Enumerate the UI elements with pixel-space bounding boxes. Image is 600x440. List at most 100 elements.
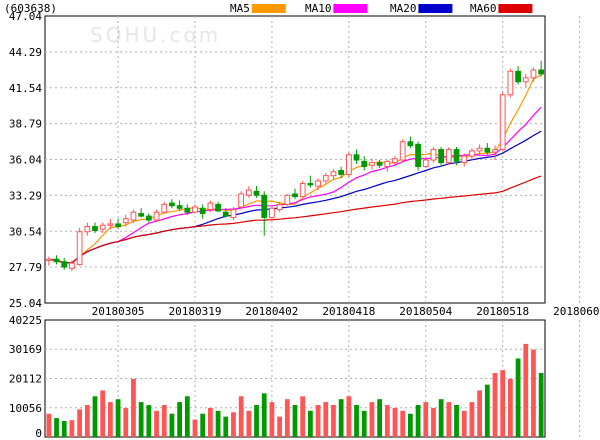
volume-bar xyxy=(92,396,98,437)
price-tick-label: 27.79 xyxy=(9,261,42,274)
candle xyxy=(145,213,152,223)
volume-bar xyxy=(46,413,52,437)
price-tick-label: 38.79 xyxy=(9,118,42,131)
volume-bar xyxy=(438,399,444,437)
candle xyxy=(345,152,352,177)
candle-body xyxy=(299,183,306,198)
date-tick-label: 20180418 xyxy=(322,305,375,318)
candle xyxy=(184,204,191,215)
candle xyxy=(99,222,106,234)
date-tick-label: 20180518 xyxy=(476,305,529,318)
candle xyxy=(376,160,383,168)
volume-bar xyxy=(469,402,475,437)
candle xyxy=(384,160,391,172)
candle-body xyxy=(261,194,268,218)
volume-bar xyxy=(338,399,344,437)
candle xyxy=(422,157,429,168)
candle xyxy=(453,146,460,166)
candle-body xyxy=(445,149,452,164)
candle-body xyxy=(269,207,275,218)
legend-swatch xyxy=(251,4,286,13)
candle xyxy=(169,199,175,209)
legend-swatch xyxy=(333,4,368,13)
candle-body xyxy=(138,213,145,217)
volume-tick-label: 0 xyxy=(35,427,42,440)
candle xyxy=(415,141,421,171)
volume-panel: 40225 30169 20112 10056 0 xyxy=(9,314,581,440)
candle xyxy=(92,222,98,234)
volume-bar xyxy=(161,405,167,437)
price-tick-label: 44.29 xyxy=(9,46,42,59)
price-tick-label: 33.29 xyxy=(9,189,42,202)
candle-body xyxy=(453,149,460,162)
candle-body xyxy=(422,159,429,168)
volume-bar xyxy=(484,384,490,437)
candle-body xyxy=(253,190,260,196)
candle xyxy=(484,143,491,155)
ma-line-ma5 xyxy=(48,74,542,264)
volume-bar xyxy=(146,405,152,437)
volume-bar xyxy=(254,405,259,437)
candle xyxy=(130,209,137,223)
candle-body xyxy=(53,258,60,263)
volume-bar xyxy=(123,407,129,437)
legend-swatch xyxy=(418,4,453,13)
price-tick-label: 41.54 xyxy=(9,82,42,95)
candle xyxy=(276,201,283,213)
volume-bar xyxy=(392,407,398,437)
volume-bar xyxy=(100,390,106,437)
volume-bar xyxy=(423,402,429,437)
candle-body xyxy=(115,223,121,228)
candle xyxy=(261,191,268,236)
candle-body xyxy=(353,154,360,161)
volume-bar xyxy=(508,378,513,437)
volume-bar xyxy=(261,393,267,437)
candle-body xyxy=(207,202,214,211)
watermark: SOHU.com xyxy=(90,23,221,47)
volume-bar xyxy=(400,410,406,437)
date-tick-label: 20180601 xyxy=(553,305,600,318)
candle xyxy=(238,191,245,210)
volume-bar xyxy=(277,416,282,437)
candle-body xyxy=(330,171,337,177)
candlesticks xyxy=(45,60,545,271)
candle-body xyxy=(415,143,421,168)
volume-bar xyxy=(300,396,306,437)
volume-bar xyxy=(177,402,182,437)
candle-body xyxy=(192,206,198,213)
candle-body xyxy=(507,70,514,96)
volume-bar xyxy=(138,402,144,437)
candle-body xyxy=(476,147,483,152)
price-tick-label: 36.04 xyxy=(9,154,42,167)
candle xyxy=(438,146,445,167)
volume-bar xyxy=(384,405,390,437)
candle xyxy=(476,144,483,157)
volume-bar xyxy=(315,405,321,437)
candle-body xyxy=(369,162,375,166)
candle xyxy=(538,60,545,77)
volume-tick-label: 40225 xyxy=(9,314,42,327)
candle xyxy=(530,67,537,82)
candle xyxy=(522,73,529,87)
candle-body xyxy=(45,258,52,261)
volume-bar xyxy=(515,358,521,437)
candle xyxy=(407,136,414,149)
candle xyxy=(269,205,275,222)
candle-body xyxy=(461,155,468,164)
volume-bar xyxy=(492,373,498,437)
candle-body xyxy=(469,150,475,157)
volume-bar xyxy=(284,399,290,437)
candle-body xyxy=(361,160,368,168)
candle xyxy=(230,206,237,221)
volume-bar xyxy=(246,410,252,437)
volume-bar xyxy=(108,402,113,437)
volume-axis: 40225 30169 20112 10056 0 xyxy=(9,314,42,440)
legend-label: MA60 xyxy=(470,2,497,15)
candle-body xyxy=(307,183,314,186)
legend-label: MA20 xyxy=(390,2,417,15)
candle xyxy=(253,186,260,198)
candle xyxy=(292,188,298,200)
candle-body xyxy=(322,175,329,182)
candle xyxy=(430,146,437,163)
